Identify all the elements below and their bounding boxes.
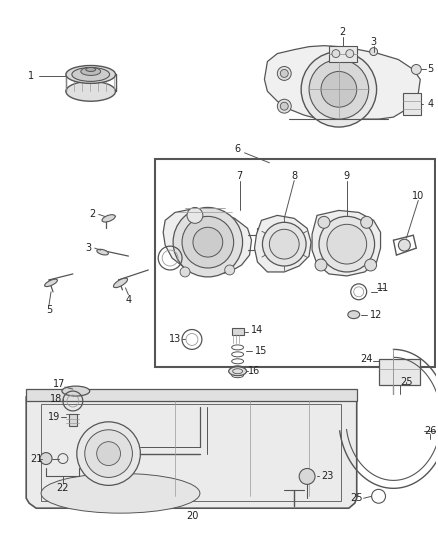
Text: 6: 6 [235, 144, 241, 154]
Ellipse shape [97, 249, 109, 255]
Circle shape [173, 207, 243, 277]
Text: 2: 2 [340, 27, 346, 37]
Text: 16: 16 [248, 366, 261, 376]
Text: 4: 4 [125, 295, 131, 305]
Text: 14: 14 [251, 325, 264, 335]
Circle shape [225, 265, 235, 275]
Circle shape [365, 259, 377, 271]
Circle shape [318, 216, 330, 228]
Circle shape [301, 52, 377, 127]
Bar [155, 159, 435, 367]
Circle shape [262, 222, 306, 266]
Circle shape [182, 216, 233, 268]
Polygon shape [254, 215, 311, 272]
Ellipse shape [62, 386, 90, 396]
Circle shape [399, 239, 410, 251]
Bar [41, 404, 341, 501]
Bar [329, 46, 357, 61]
Circle shape [187, 207, 203, 223]
Text: 1: 1 [28, 71, 34, 82]
Circle shape [85, 430, 132, 478]
Text: 11: 11 [378, 283, 390, 293]
Ellipse shape [72, 68, 110, 82]
Circle shape [40, 453, 52, 465]
Ellipse shape [113, 278, 127, 288]
Text: 8: 8 [291, 171, 297, 181]
Text: 12: 12 [371, 310, 383, 320]
Circle shape [180, 267, 190, 277]
Ellipse shape [86, 68, 95, 71]
Text: 13: 13 [169, 334, 181, 344]
Text: 21: 21 [30, 454, 42, 464]
Text: 24: 24 [360, 354, 373, 365]
Text: 3: 3 [86, 243, 92, 253]
Text: 5: 5 [46, 305, 52, 314]
Polygon shape [26, 397, 357, 508]
Text: 2: 2 [90, 209, 96, 220]
Polygon shape [265, 46, 420, 119]
Bar [378, 359, 420, 385]
Text: 7: 7 [237, 171, 243, 181]
Circle shape [309, 60, 369, 119]
Circle shape [327, 224, 367, 264]
Circle shape [361, 216, 373, 228]
Ellipse shape [348, 311, 360, 319]
Circle shape [346, 50, 354, 58]
Text: 17: 17 [53, 379, 65, 389]
Circle shape [277, 67, 291, 80]
Circle shape [277, 99, 291, 113]
Ellipse shape [66, 82, 116, 101]
Text: 25: 25 [350, 493, 363, 503]
Circle shape [315, 259, 327, 271]
Circle shape [299, 469, 315, 484]
Text: 5: 5 [427, 64, 433, 75]
Ellipse shape [81, 68, 101, 76]
Bar [232, 328, 244, 335]
Ellipse shape [66, 66, 116, 83]
Bar [26, 389, 357, 401]
Circle shape [97, 442, 120, 465]
Text: 9: 9 [344, 171, 350, 181]
Ellipse shape [229, 367, 247, 376]
Ellipse shape [45, 279, 57, 287]
Text: 4: 4 [427, 99, 433, 109]
Text: 3: 3 [371, 37, 377, 47]
Text: 23: 23 [321, 471, 333, 481]
Text: 15: 15 [255, 346, 268, 357]
Ellipse shape [102, 215, 115, 222]
Circle shape [370, 47, 378, 55]
Bar [403, 93, 421, 115]
Text: 25: 25 [400, 377, 413, 387]
Circle shape [332, 50, 340, 58]
Ellipse shape [41, 473, 200, 513]
Text: 18: 18 [50, 394, 62, 404]
Circle shape [321, 71, 357, 107]
Circle shape [77, 422, 140, 486]
Circle shape [411, 64, 421, 75]
Text: 22: 22 [57, 483, 69, 494]
Circle shape [319, 216, 374, 272]
Circle shape [280, 69, 288, 77]
Bar [69, 414, 77, 426]
Text: 10: 10 [412, 190, 424, 200]
Circle shape [280, 102, 288, 110]
Text: 20: 20 [186, 511, 198, 521]
Circle shape [193, 227, 223, 257]
Polygon shape [312, 211, 381, 276]
Circle shape [269, 229, 299, 259]
Text: 19: 19 [48, 412, 60, 422]
Polygon shape [163, 208, 251, 275]
Text: 26: 26 [424, 426, 436, 436]
